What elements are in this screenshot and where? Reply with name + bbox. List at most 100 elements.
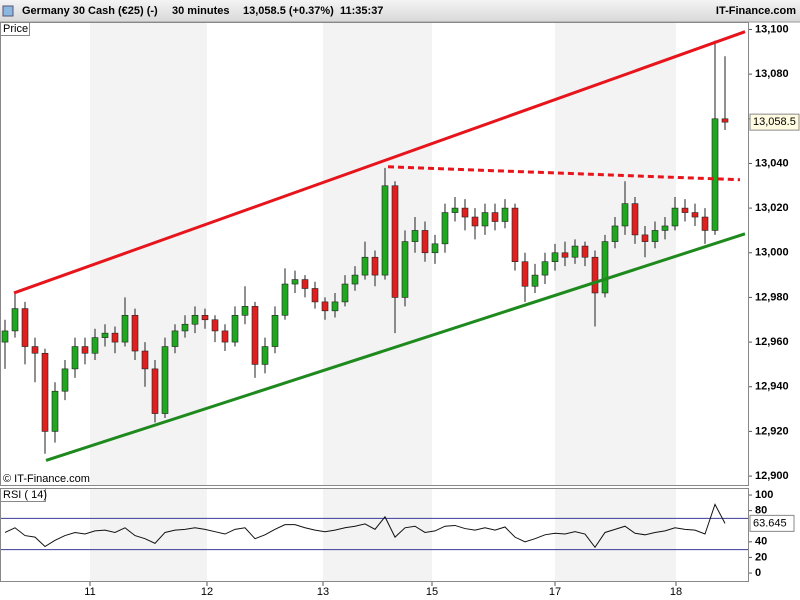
candle-body [11,308,19,332]
y-tick-label: 13,100 [755,23,789,35]
change: 13,058.5 (+0.37%) [243,5,334,17]
y-tick-label: 40 [755,536,767,548]
candle-body [311,288,319,303]
trend-line [45,232,746,462]
candle-body [321,301,329,312]
candle-body [1,330,9,343]
candle-body [461,207,469,218]
y-tick-label: 12,940 [755,381,789,393]
trend-line [13,30,746,295]
rsi-value-box [749,514,795,532]
price-panel-label: Price [3,23,28,35]
candle-body [381,185,389,276]
candle-body [361,256,369,276]
candle-body [501,207,509,222]
y-tick-label: 13,000 [755,247,789,259]
candle-body [641,234,649,242]
candle-body [351,274,359,285]
candle-body [91,337,99,354]
header-icon[interactable] [2,5,14,17]
candle-body [51,390,59,432]
rsi-tag [0,488,46,502]
candle-body [301,279,309,289]
rsi-value-label: 63.645 [753,517,787,529]
day-shade [555,489,676,581]
y-tick-label: 12,980 [755,291,789,303]
candle-body [131,314,139,352]
watermark: © IT-Finance.com [3,473,90,485]
candle-body [281,283,289,316]
y-tick-label: 12,920 [755,425,789,437]
candle-body [111,332,119,343]
candle-body [331,301,339,312]
candle-body [531,274,539,287]
candle-body [591,256,599,294]
candle-body [21,308,29,347]
time: 11:35:37 [340,5,383,17]
candle-body [671,207,679,227]
candle-body [681,207,689,213]
candle-body [231,314,239,343]
y-tick-label: 0 [755,567,761,579]
candle-body [151,368,159,414]
y-tick-label: 20 [755,551,767,563]
candle-body [541,261,549,276]
candle-body [561,252,569,258]
y-tick-label: 13,040 [755,157,789,169]
candle-body [441,212,449,245]
day-shade [323,489,432,581]
day-shade [90,23,207,485]
candle-body [81,346,89,354]
candle-body [161,346,169,414]
day-shade [323,23,432,485]
y-tick-label: 12,960 [755,336,789,348]
candle-body [271,314,279,347]
header-bar [0,0,800,22]
candle-body [411,230,419,242]
candle-body [181,323,189,332]
candle-body [31,346,39,354]
candle-body [221,330,229,343]
candle-body [191,314,199,325]
candle-body [41,352,49,432]
candle-body [241,306,249,316]
candle-body [691,212,699,218]
candle-body [521,261,529,287]
y-tick-label: 13,020 [755,202,789,214]
candle-body [211,319,219,332]
candle-body [401,241,409,298]
candle-body [121,314,129,343]
candle-body [581,245,589,258]
candle-body [631,203,639,236]
candle-body [481,212,489,227]
instrument: Germany 30 Cash (€25) (-) [22,5,158,17]
candle-body [61,368,69,392]
candle-body [551,252,559,262]
x-tick-label: 11 [84,586,95,598]
price-frame [0,22,749,486]
candle-body [601,241,609,294]
candle-body [471,216,479,227]
rsi-frame [0,488,749,582]
candle-body [701,216,709,231]
candle-body [141,350,149,370]
last-price-label: 13,058.5 [753,116,796,128]
candle-body [251,306,259,365]
candle-body [491,212,499,222]
trend-line [387,165,741,182]
candle-body [391,185,399,298]
candle-body [621,203,629,227]
candle-body [571,245,579,258]
candle-body [261,346,269,365]
x-tick-label: 12 [201,586,213,598]
y-tick-label: 80 [755,505,767,517]
x-tick-label: 13 [317,586,329,598]
candle-body [721,118,729,123]
candle-body [71,346,79,370]
last-price-box [749,113,800,131]
x-tick-label: 18 [670,586,682,598]
candle-body [711,118,719,231]
y-tick-label: 12,900 [755,470,789,482]
